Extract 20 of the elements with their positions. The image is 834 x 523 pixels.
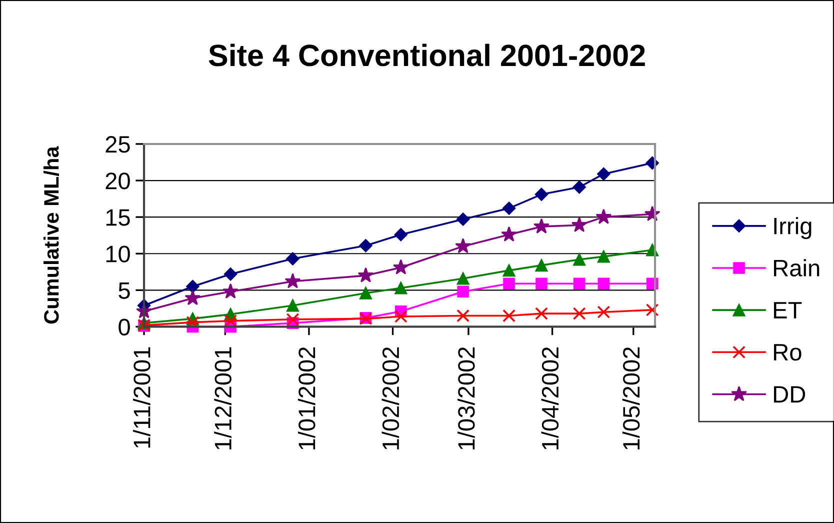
x-tick-label: 1/01/2002	[298, 347, 316, 450]
y-axis-title: Cumulative ML/ha	[43, 146, 60, 324]
legend-label: DD	[774, 386, 806, 402]
x-tick-label: 1/05/2002	[622, 347, 640, 450]
x-tick-label: 1/04/2002	[541, 347, 559, 450]
y-tick-label: 15	[106, 209, 130, 226]
y-tick-label: 20	[106, 172, 130, 190]
x-tick-label: 1/02/2002	[382, 347, 400, 450]
y-tick-label: 10	[106, 246, 130, 262]
x-tick-label: 1/12/2001	[214, 347, 232, 450]
x-tick-label: 1/03/2002	[457, 347, 475, 450]
chart-title: Site 4 Conventional 2001-2002	[208, 44, 645, 66]
legend-label: Rain	[774, 259, 820, 276]
y-tick-label: 25	[106, 136, 130, 153]
legend-label: Ro	[774, 344, 802, 361]
y-tick-label: 5	[118, 282, 130, 299]
y-tick-label: 0	[118, 318, 130, 336]
x-tick-label: 1/11/2001	[133, 347, 150, 448]
legend-label: ET	[774, 302, 802, 318]
legend-label: Irrig	[774, 217, 812, 240]
